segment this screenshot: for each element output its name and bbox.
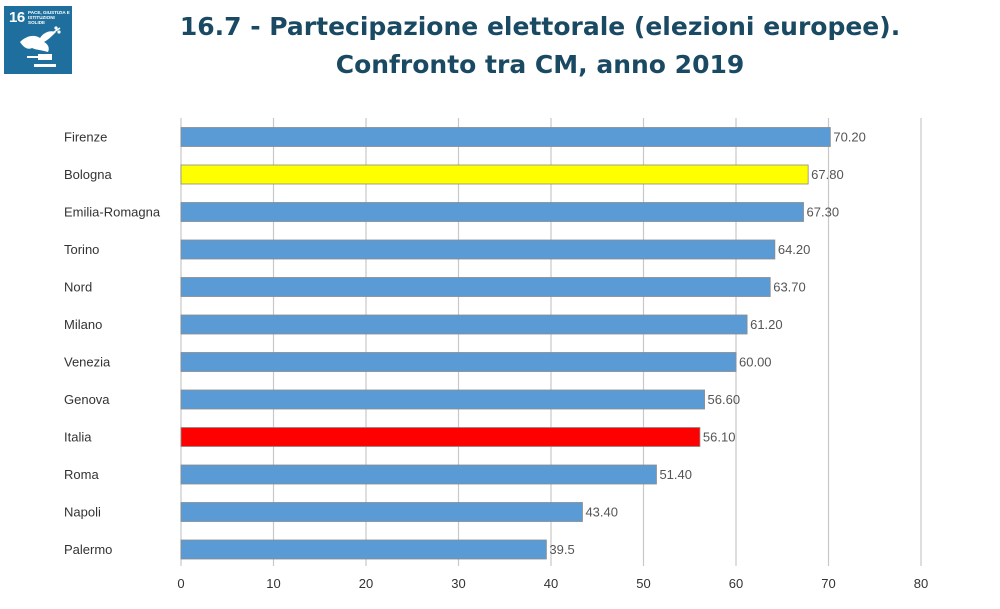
category-label: Bologna: [64, 167, 112, 182]
category-label: Milano: [64, 317, 102, 332]
bar-italia: [180, 427, 701, 447]
title-line-2: Confronto tra CM, anno 2019: [335, 50, 745, 79]
category-label: Torino: [64, 242, 99, 257]
x-tick-label: 10: [266, 576, 280, 591]
x-tick-label: 20: [359, 576, 373, 591]
value-label: 64.20: [778, 242, 811, 257]
bar-emilia-romagna: [180, 202, 804, 222]
category-label: Firenze: [64, 130, 107, 145]
bar-nord: [180, 277, 771, 297]
x-tick-label: 40: [544, 576, 558, 591]
bar-genova: [180, 389, 705, 410]
category-label: Roma: [64, 467, 99, 482]
category-label: Italia: [64, 430, 92, 445]
bar-milano: [180, 314, 748, 335]
value-label: 67.30: [807, 205, 840, 220]
category-label: Emilia-Romagna: [64, 205, 161, 220]
category-label: Venezia: [64, 355, 111, 370]
bar-torino: [180, 239, 776, 260]
value-label: 56.60: [708, 392, 741, 407]
value-label: 43.40: [585, 505, 618, 520]
value-label: 56.10: [703, 430, 736, 445]
bar-venezia: [180, 352, 737, 372]
x-tick-label: 30: [451, 576, 465, 591]
x-tick-label: 0: [177, 576, 184, 591]
title-line-1: 16.7 - Partecipazione elettorale (elezio…: [179, 12, 901, 41]
value-label: 51.40: [659, 467, 692, 482]
value-label: 63.70: [773, 280, 806, 295]
value-label: 61.20: [750, 317, 783, 332]
bar-bologna: [180, 164, 809, 185]
dove-gavel-icon: [20, 26, 61, 67]
category-label: Palermo: [64, 542, 112, 557]
category-label: Genova: [64, 392, 110, 407]
x-tick-label: 70: [821, 576, 835, 591]
chart-title: 16.7 - Partecipazione elettorale (elezio…: [120, 8, 960, 84]
sdg-16-badge: 16 PACE, GIUSTIZIA E ISTITUZIONI SOLIDE: [4, 6, 72, 74]
bar-roma: [180, 464, 657, 485]
sdg-number: 16: [9, 9, 25, 26]
category-label: Napoli: [64, 505, 101, 520]
value-label: 39.5: [549, 542, 574, 557]
bar-firenze: [180, 127, 831, 147]
category-label: Nord: [64, 280, 92, 295]
value-label: 60.00: [739, 355, 772, 370]
x-tick-label: 80: [914, 576, 928, 591]
x-tick-label: 60: [729, 576, 743, 591]
bar-napoli: [180, 502, 583, 522]
sdg-caption: PACE, GIUSTIZIA E ISTITUZIONI SOLIDE: [28, 10, 70, 25]
bar-palermo: [180, 539, 547, 560]
value-label: 67.80: [811, 167, 844, 182]
x-tick-label: 50: [636, 576, 650, 591]
value-label: 70.20: [833, 130, 866, 145]
